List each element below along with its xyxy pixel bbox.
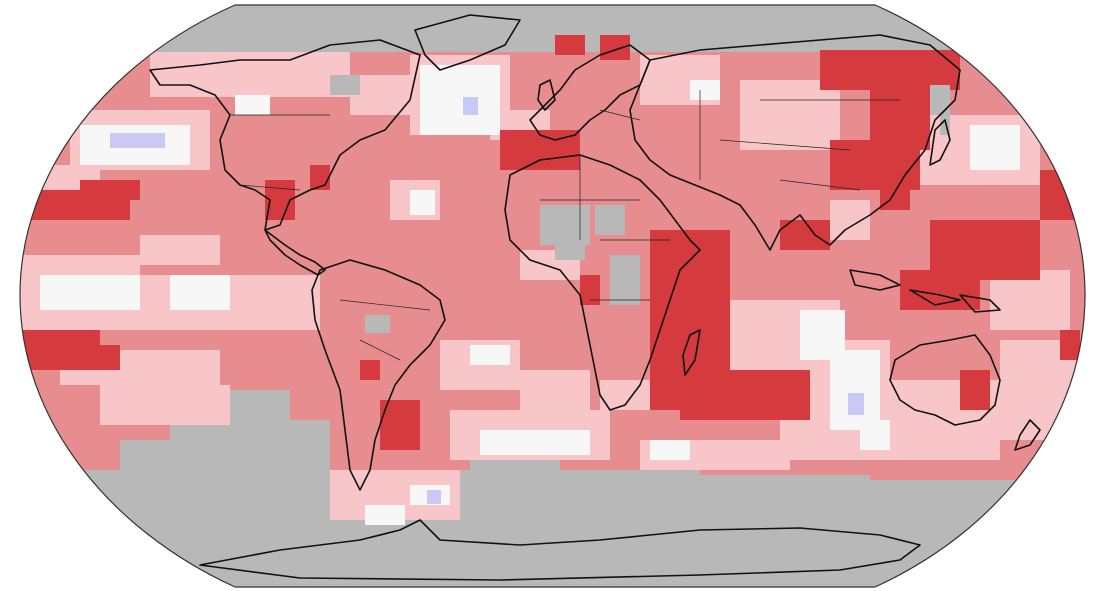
near-average-cells [40,65,1020,525]
coastlines [149,14,1041,581]
country-borders [230,90,900,361]
antarctic-no-data [20,390,1085,587]
land-no-data-cells [330,75,950,333]
cooler-than-average-cells [110,97,864,504]
map-outline [19,4,1086,588]
